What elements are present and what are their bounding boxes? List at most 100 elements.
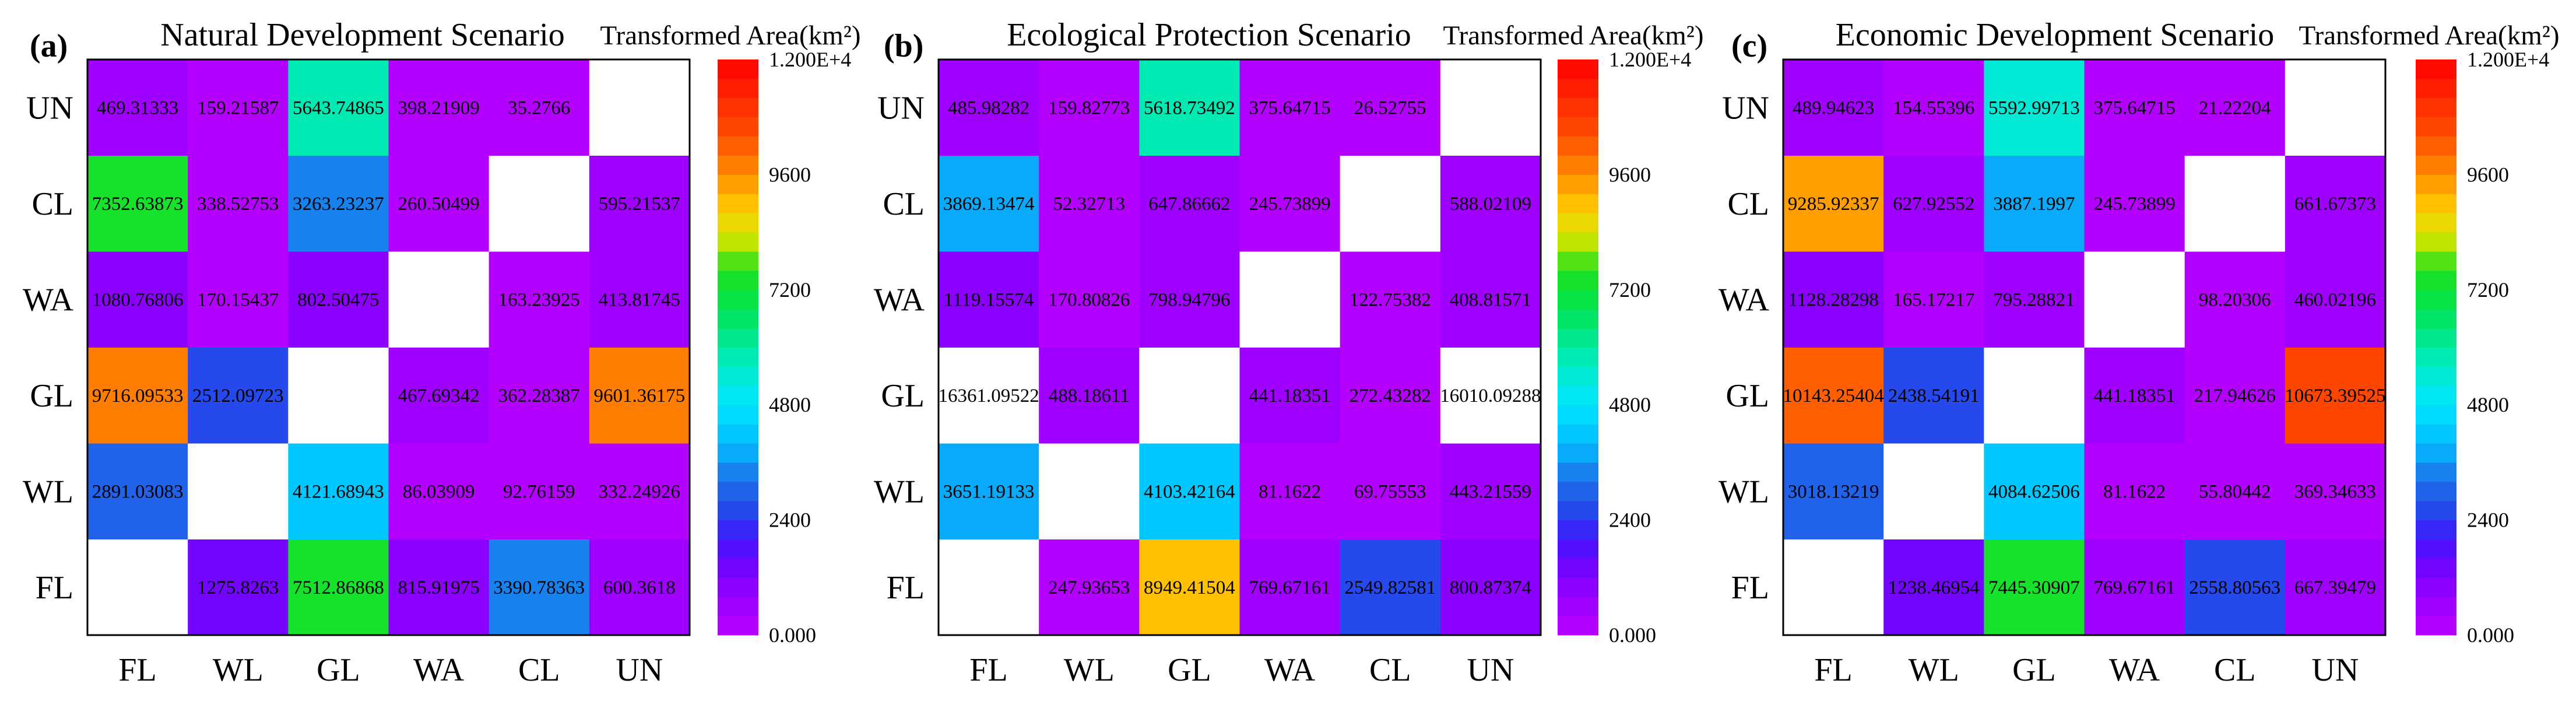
heatmap-cell xyxy=(1239,443,1341,539)
colorbar-title: Transformed Area(km²) xyxy=(2299,20,2559,51)
colorbar-band xyxy=(2416,443,2456,463)
x-tick-label: WA xyxy=(2109,652,2160,688)
y-tick-label: GL xyxy=(1725,378,1769,414)
heatmap-cell xyxy=(1783,59,1884,156)
cell-value-label: 8949.41504 xyxy=(1144,577,1235,598)
colorbar-band xyxy=(1558,443,1598,463)
heatmap-cell xyxy=(288,155,389,252)
cell-value-label: 3869.13474 xyxy=(943,194,1035,215)
cell-value-label: 443.21559 xyxy=(1450,481,1531,502)
y-tick-label: CL xyxy=(31,186,73,222)
colorbar-title: Transformed Area(km²) xyxy=(600,20,860,51)
heatmap-cell xyxy=(2184,251,2286,348)
heatmap-cell xyxy=(1883,155,1984,252)
heatmap-cell xyxy=(388,251,490,348)
colorbar-band xyxy=(2416,213,2456,233)
cell-value-label: 369.34633 xyxy=(2294,481,2376,502)
cell-value-label: 165.17217 xyxy=(1893,289,1974,310)
cell-value-label: 460.02196 xyxy=(2294,289,2376,310)
colorbar-band xyxy=(718,289,758,310)
cell-value-label: 159.82773 xyxy=(1048,97,1130,118)
colorbar-band xyxy=(718,59,758,79)
colorbar-band xyxy=(2416,136,2456,156)
y-tick-label: FL xyxy=(887,570,925,606)
cell-value-label: 1128.28298 xyxy=(1788,289,1879,310)
colorbar-band xyxy=(718,577,758,597)
colorbar-band xyxy=(718,597,758,616)
cell-value-label: 170.15437 xyxy=(197,289,279,310)
colorbar-tick-label: 0.000 xyxy=(1609,623,1656,647)
colorbar-tick-label: 0.000 xyxy=(769,623,816,647)
colorbar-band xyxy=(1558,136,1598,156)
cell-value-label: 800.87374 xyxy=(1450,577,1531,598)
heatmap-cell xyxy=(1984,155,2085,252)
heatmap-cell xyxy=(188,443,289,539)
colorbar-band xyxy=(718,97,758,118)
colorbar-band xyxy=(718,385,758,405)
heatmap-cell xyxy=(2084,59,2185,156)
cell-value-label: 627.92552 xyxy=(1893,194,1974,215)
colorbar-tick-label: 1.200E+4 xyxy=(769,48,851,71)
cell-value-label: 489.94623 xyxy=(1793,97,1874,118)
heatmap-cell xyxy=(1239,251,1341,348)
heatmap-cell xyxy=(2285,347,2386,444)
x-tick-label: GL xyxy=(1168,652,1211,688)
cell-value-label: 3651.19133 xyxy=(943,481,1035,502)
x-tick-label: WA xyxy=(1264,652,1316,688)
cell-value-label: 4121.68943 xyxy=(293,481,384,502)
heatmap-cell xyxy=(288,443,389,539)
y-tick-label: UN xyxy=(877,90,925,126)
colorbar-band xyxy=(1558,309,1598,329)
heatmap-cell xyxy=(1340,347,1441,444)
colorbar-band xyxy=(1558,78,1598,99)
cell-value-label: 9716.09533 xyxy=(92,385,184,406)
heatmap-cell xyxy=(1984,251,2085,348)
cell-value-label: 7445.30907 xyxy=(1988,577,2080,598)
x-tick-label: GL xyxy=(2012,652,2056,688)
heatmap-cell xyxy=(188,251,289,348)
heatmap-cell xyxy=(1340,59,1441,156)
y-tick-label: WA xyxy=(23,282,74,318)
heatmap-cell xyxy=(1340,539,1441,636)
cell-value-label: 2512.09723 xyxy=(192,385,284,406)
heatmap-cell xyxy=(489,155,590,252)
colorbar-band xyxy=(1558,500,1598,521)
colorbar-band xyxy=(718,232,758,252)
colorbar-band xyxy=(2416,597,2456,616)
cell-value-label: 802.50475 xyxy=(297,289,379,310)
colorbar-band xyxy=(2416,577,2456,597)
colorbar-band xyxy=(2416,385,2456,405)
colorbar-band xyxy=(718,155,758,175)
colorbar-band xyxy=(2416,59,2456,79)
heatmap-cell xyxy=(188,59,289,156)
colorbar-band xyxy=(718,136,758,156)
heatmap-cell xyxy=(1783,251,1884,348)
heatmap-cell xyxy=(288,539,389,636)
heatmap-cell xyxy=(2084,443,2185,539)
heatmap-cell xyxy=(1139,539,1240,636)
cell-value-label: 245.73899 xyxy=(2093,194,2175,215)
cell-value-label: 9601.36175 xyxy=(594,385,686,406)
cell-value-label: 362.28387 xyxy=(498,385,580,406)
heatmap-cell xyxy=(939,155,1039,252)
chart-title: Natural Development Scenario xyxy=(160,17,565,53)
colorbar-band xyxy=(2416,232,2456,252)
colorbar-band xyxy=(2416,481,2456,502)
colorbar-tick-label: 7200 xyxy=(1609,278,1651,302)
heatmap-cell xyxy=(2084,251,2185,348)
cell-value-label: 3390.78363 xyxy=(493,577,585,598)
cell-value-label: 35.2766 xyxy=(508,97,570,118)
x-tick-label: WA xyxy=(413,652,465,688)
colorbar-tick-label: 2400 xyxy=(2467,509,2509,532)
x-tick-label: WL xyxy=(1909,652,1959,688)
heatmap-cell xyxy=(388,155,490,252)
colorbar-band xyxy=(2416,309,2456,329)
colorbar-band xyxy=(1558,97,1598,118)
heatmap-cell xyxy=(2184,347,2286,444)
heatmap-cell xyxy=(1883,443,1984,539)
heatmap-cell xyxy=(1984,539,2085,636)
colorbar-band xyxy=(2416,194,2456,213)
colorbar-band xyxy=(718,309,758,329)
heatmap-cell xyxy=(1984,59,2085,156)
heatmap-frame xyxy=(1782,58,2387,636)
